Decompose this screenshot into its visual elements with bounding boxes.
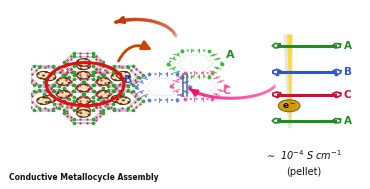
Circle shape [37,97,50,105]
Circle shape [111,73,125,81]
Text: B: B [344,67,352,77]
Circle shape [285,103,293,108]
Circle shape [42,95,56,103]
Circle shape [111,95,125,103]
Text: C: C [222,86,230,96]
Circle shape [278,100,300,112]
Circle shape [77,97,90,105]
Circle shape [57,78,70,85]
Text: A: A [344,41,352,51]
Polygon shape [287,34,292,125]
Text: (pellet): (pellet) [286,167,321,177]
Circle shape [77,59,90,66]
Circle shape [97,78,110,85]
Text: $\sim$ 10$^{-4}$ S cm$^{-1}$: $\sim$ 10$^{-4}$ S cm$^{-1}$ [265,149,342,162]
Circle shape [77,110,90,117]
Text: Conductive Metallocycle Assembly: Conductive Metallocycle Assembly [9,173,158,182]
Circle shape [77,84,90,92]
Circle shape [117,97,130,105]
Circle shape [282,101,297,110]
Text: e$^-$: e$^-$ [282,101,296,111]
Circle shape [97,91,110,98]
Text: B: B [124,75,132,85]
Circle shape [117,71,130,79]
Circle shape [77,62,90,70]
Circle shape [77,71,90,79]
Text: A: A [344,116,352,126]
Circle shape [42,73,56,81]
Circle shape [57,91,70,98]
Polygon shape [283,34,293,128]
Text: A: A [226,50,234,60]
Circle shape [37,71,50,79]
Circle shape [283,102,289,105]
Circle shape [77,106,90,114]
Text: C: C [344,90,352,99]
